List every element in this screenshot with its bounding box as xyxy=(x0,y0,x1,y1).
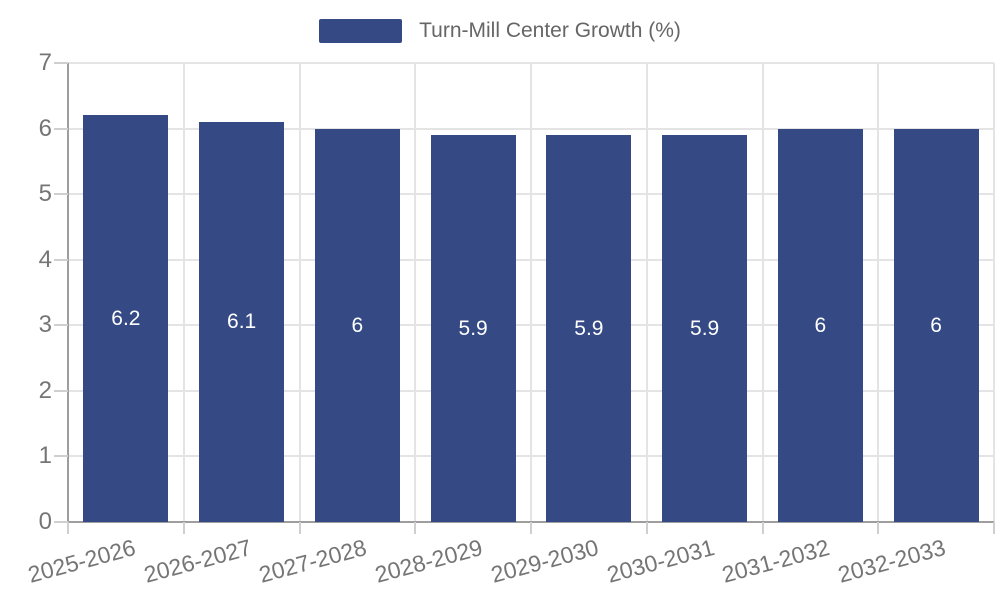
x-axis-tick xyxy=(761,522,764,534)
y-axis-tick xyxy=(54,127,68,130)
y-tick-label: 0 xyxy=(38,508,52,535)
y-axis-tick xyxy=(54,455,68,458)
bar-value-label: 6 xyxy=(814,313,827,337)
y-tick-label: 6 xyxy=(38,114,52,142)
x-axis-tick xyxy=(993,522,995,534)
bar[interactable]: 6.1 xyxy=(199,122,285,522)
bar-value-label: 6 xyxy=(930,313,942,337)
x-tick-label: 2027-2028 xyxy=(256,534,370,588)
gridline-vertical xyxy=(298,63,301,522)
y-axis-tick xyxy=(54,193,68,196)
y-tick-label: 2 xyxy=(38,376,52,404)
x-axis-tick xyxy=(182,522,185,534)
y-axis-tick xyxy=(54,258,68,261)
x-axis-tick xyxy=(67,522,69,534)
x-tick-label: 2030-2031 xyxy=(603,534,717,588)
x-axis-tick xyxy=(298,522,301,534)
x-tick-label: 2026-2027 xyxy=(140,534,254,588)
bar-value-label: 6 xyxy=(351,313,364,337)
x-axis-tick xyxy=(645,522,648,534)
bar[interactable]: 6 xyxy=(314,128,400,522)
x-tick-label: 2028-2029 xyxy=(372,534,486,588)
bar-value-label: 6.2 xyxy=(111,307,141,331)
y-axis-tick xyxy=(54,324,68,327)
bar[interactable]: 6 xyxy=(893,128,979,522)
x-axis-tick xyxy=(877,522,880,534)
gridline-vertical xyxy=(530,63,532,522)
bar[interactable]: 5.9 xyxy=(662,135,748,522)
x-axis-tick xyxy=(530,522,532,534)
x-tick-label: 2032-2033 xyxy=(835,534,949,588)
bar[interactable]: 5.9 xyxy=(430,135,516,522)
y-axis-tick xyxy=(54,521,68,523)
bar-value-label: 5.9 xyxy=(574,317,604,341)
y-tick-label: 7 xyxy=(38,49,52,76)
gridline-vertical xyxy=(761,63,764,522)
bar[interactable]: 6.2 xyxy=(83,115,169,522)
gridline-vertical xyxy=(414,63,417,522)
x-tick-label: 2029-2030 xyxy=(488,534,602,588)
x-tick-label: 2025-2026 xyxy=(25,534,139,588)
y-tick-label: 5 xyxy=(38,180,52,208)
bar[interactable]: 5.9 xyxy=(546,135,632,522)
y-axis-line xyxy=(67,63,69,534)
bar-value-label: 5.9 xyxy=(458,317,488,341)
bar[interactable]: 6 xyxy=(777,128,863,522)
legend-label: Turn-Mill Center Growth (%) xyxy=(419,19,681,42)
bar-value-label: 5.9 xyxy=(690,317,720,341)
legend-swatch xyxy=(319,19,403,43)
y-tick-label: 4 xyxy=(38,245,52,273)
gridline-vertical xyxy=(182,63,185,522)
x-tick-label: 2031-2032 xyxy=(719,534,833,588)
x-axis-tick xyxy=(414,522,417,534)
gridline-vertical xyxy=(645,63,648,522)
y-axis-tick xyxy=(54,62,68,64)
y-tick-label: 3 xyxy=(38,311,52,339)
gridline-vertical xyxy=(877,63,880,522)
y-axis-tick xyxy=(54,389,68,392)
bar-value-label: 6.1 xyxy=(227,310,257,334)
legend[interactable]: Turn-Mill Center Growth (%) xyxy=(0,19,1000,43)
gridline-vertical xyxy=(993,63,995,522)
y-tick-label: 1 xyxy=(38,442,52,470)
